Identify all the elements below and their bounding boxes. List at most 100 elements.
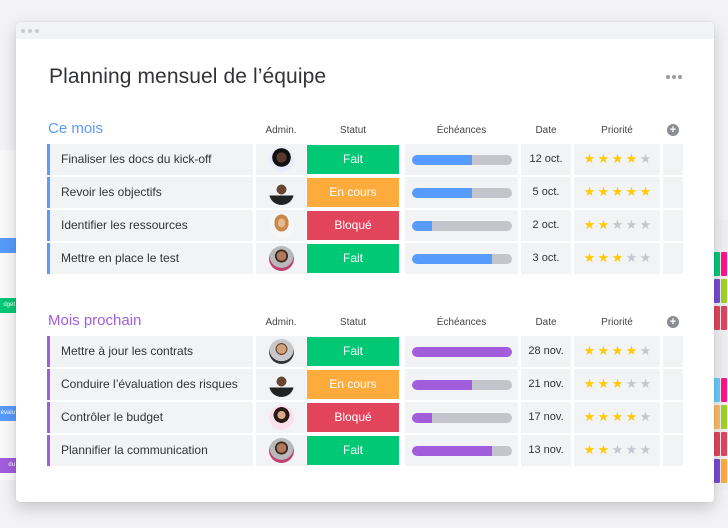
- status-badge[interactable]: En cours: [306, 177, 400, 208]
- date-cell[interactable]: 17 nov.: [521, 402, 571, 433]
- group-title[interactable]: Mois prochain: [48, 312, 142, 329]
- star-empty-icon[interactable]: ★: [625, 442, 639, 457]
- star-filled-icon[interactable]: ★: [583, 250, 597, 265]
- star-filled-icon[interactable]: ★: [597, 376, 611, 391]
- admin-cell[interactable]: [256, 435, 306, 466]
- star-filled-icon[interactable]: ★: [583, 376, 597, 391]
- extra-cell[interactable]: [663, 369, 683, 400]
- star-filled-icon[interactable]: ★: [625, 409, 639, 424]
- item-name-cell[interactable]: Finaliser les docs du kick-off: [47, 144, 253, 175]
- status-badge[interactable]: En cours: [306, 369, 400, 400]
- star-filled-icon[interactable]: ★: [597, 343, 611, 358]
- star-empty-icon[interactable]: ★: [625, 376, 639, 391]
- priority-rating[interactable]: ★★★★★: [574, 402, 660, 433]
- star-filled-icon[interactable]: ★: [611, 184, 625, 199]
- date-cell[interactable]: 2 oct.: [521, 210, 571, 241]
- status-badge[interactable]: Fait: [306, 336, 400, 367]
- item-name-cell[interactable]: Contrôler le budget: [47, 402, 253, 433]
- item-name-cell[interactable]: Revoir les objectifs: [47, 177, 253, 208]
- star-filled-icon[interactable]: ★: [583, 409, 597, 424]
- star-filled-icon[interactable]: ★: [611, 151, 625, 166]
- status-badge[interactable]: Bloqué: [306, 402, 400, 433]
- star-filled-icon[interactable]: ★: [583, 184, 597, 199]
- timeline-cell[interactable]: [405, 402, 518, 433]
- star-empty-icon[interactable]: ★: [639, 250, 653, 265]
- extra-cell[interactable]: [663, 402, 683, 433]
- date-cell[interactable]: 28 nov.: [521, 336, 571, 367]
- star-empty-icon[interactable]: ★: [611, 217, 625, 232]
- item-name-cell[interactable]: Mettre à jour les contrats: [47, 336, 253, 367]
- column-header-priority[interactable]: Priorité: [601, 125, 633, 136]
- star-filled-icon[interactable]: ★: [597, 151, 611, 166]
- priority-rating[interactable]: ★★★★★: [574, 210, 660, 241]
- timeline-cell[interactable]: [405, 336, 518, 367]
- column-header-status[interactable]: Statut: [339, 125, 367, 136]
- admin-cell[interactable]: [256, 336, 306, 367]
- column-header-date[interactable]: Date: [535, 125, 557, 136]
- timeline-cell[interactable]: [405, 369, 518, 400]
- timeline-cell[interactable]: [405, 144, 518, 175]
- date-cell[interactable]: 3 oct.: [521, 243, 571, 274]
- extra-cell[interactable]: [663, 144, 683, 175]
- star-filled-icon[interactable]: ★: [583, 442, 597, 457]
- star-filled-icon[interactable]: ★: [597, 442, 611, 457]
- timeline-cell[interactable]: [405, 177, 518, 208]
- column-header-priority[interactable]: Priorité: [601, 317, 633, 328]
- star-filled-icon[interactable]: ★: [583, 151, 597, 166]
- star-empty-icon[interactable]: ★: [611, 442, 625, 457]
- extra-cell[interactable]: [663, 177, 683, 208]
- priority-rating[interactable]: ★★★★★: [574, 369, 660, 400]
- extra-cell[interactable]: [663, 336, 683, 367]
- star-empty-icon[interactable]: ★: [639, 376, 653, 391]
- admin-cell[interactable]: [256, 402, 306, 433]
- item-name-cell[interactable]: Identifier les ressources: [47, 210, 253, 241]
- column-header-timeline[interactable]: Échéances: [436, 125, 487, 136]
- star-filled-icon[interactable]: ★: [611, 409, 625, 424]
- admin-cell[interactable]: [256, 177, 306, 208]
- group-title[interactable]: Ce mois: [48, 120, 104, 137]
- star-filled-icon[interactable]: ★: [625, 184, 639, 199]
- extra-cell[interactable]: [663, 210, 683, 241]
- timeline-cell[interactable]: [405, 243, 518, 274]
- status-badge[interactable]: Fait: [306, 243, 400, 274]
- item-name-cell[interactable]: Conduire l’évaluation des risques: [47, 369, 253, 400]
- date-cell[interactable]: 5 oct.: [521, 177, 571, 208]
- timeline-cell[interactable]: [405, 210, 518, 241]
- column-header-admin[interactable]: Admin.: [265, 125, 297, 136]
- column-header-date[interactable]: Date: [535, 317, 557, 328]
- item-name-cell[interactable]: Mettre en place le test: [47, 243, 253, 274]
- admin-cell[interactable]: [256, 144, 306, 175]
- star-filled-icon[interactable]: ★: [597, 184, 611, 199]
- status-badge[interactable]: Fait: [306, 144, 400, 175]
- star-empty-icon[interactable]: ★: [639, 409, 653, 424]
- star-filled-icon[interactable]: ★: [611, 343, 625, 358]
- star-filled-icon[interactable]: ★: [639, 184, 653, 199]
- column-header-admin[interactable]: Admin.: [265, 317, 297, 328]
- plus-circle-icon[interactable]: +: [667, 316, 679, 328]
- star-empty-icon[interactable]: ★: [639, 343, 653, 358]
- timeline-cell[interactable]: [405, 435, 518, 466]
- admin-cell[interactable]: [256, 243, 306, 274]
- star-filled-icon[interactable]: ★: [597, 250, 611, 265]
- priority-rating[interactable]: ★★★★★: [574, 144, 660, 175]
- star-empty-icon[interactable]: ★: [639, 217, 653, 232]
- star-filled-icon[interactable]: ★: [611, 376, 625, 391]
- star-filled-icon[interactable]: ★: [597, 409, 611, 424]
- column-header-status[interactable]: Statut: [339, 317, 367, 328]
- star-empty-icon[interactable]: ★: [639, 151, 653, 166]
- priority-rating[interactable]: ★★★★★: [574, 243, 660, 274]
- extra-cell[interactable]: [663, 435, 683, 466]
- priority-rating[interactable]: ★★★★★: [574, 336, 660, 367]
- star-filled-icon[interactable]: ★: [625, 151, 639, 166]
- star-filled-icon[interactable]: ★: [583, 217, 597, 232]
- plus-circle-icon[interactable]: +: [667, 124, 679, 136]
- priority-rating[interactable]: ★★★★★: [574, 435, 660, 466]
- priority-rating[interactable]: ★★★★★: [574, 177, 660, 208]
- star-empty-icon[interactable]: ★: [625, 250, 639, 265]
- admin-cell[interactable]: [256, 369, 306, 400]
- star-empty-icon[interactable]: ★: [625, 217, 639, 232]
- date-cell[interactable]: 12 oct.: [521, 144, 571, 175]
- item-name-cell[interactable]: Plannifier la communication: [47, 435, 253, 466]
- date-cell[interactable]: 21 nov.: [521, 369, 571, 400]
- star-filled-icon[interactable]: ★: [597, 217, 611, 232]
